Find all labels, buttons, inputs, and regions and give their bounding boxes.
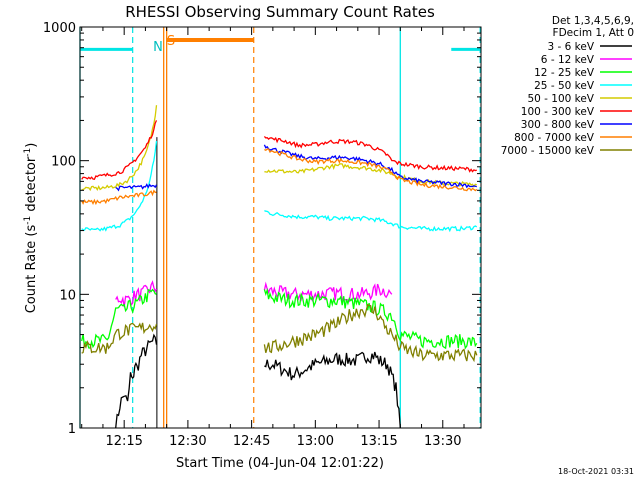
series-7000-15000-kev-segment-1: [263, 303, 478, 363]
series-100-300-kev-segment-1: [263, 135, 478, 173]
legend-label-3-6-kev: 3 - 6 keV: [547, 41, 594, 53]
legend-label-800-7000-kev: 800 - 7000 keV: [514, 132, 595, 144]
legend-label-25-50-kev: 25 - 50 keV: [534, 80, 595, 92]
series-800-7000-kev: [81, 148, 478, 206]
series-12-25-kev-segment-0: [81, 288, 157, 349]
series-12-25-kev: [81, 287, 478, 350]
series-7000-15000-kev-segment-0: [81, 322, 158, 354]
legend-label-6-12-kev: 6 - 12 keV: [541, 54, 595, 66]
series-100-300-kev: [81, 120, 478, 181]
x-tick-label-12:30: 12:30: [169, 434, 206, 449]
axis-ticks: 12:15 12:30 12:45 13:00 13:15 13:30 1 10 100 1000: [43, 21, 481, 449]
chart-title: RHESSI Observing Summary Count Rates: [125, 3, 435, 21]
series-800-7000-kev-segment-0: [81, 189, 157, 206]
series-300-800-kev: [115, 144, 477, 192]
legend: Det 1,3,4,5,6,9, FDecim 1, Att 0 3 - 6 k…: [501, 15, 634, 157]
series-3-6-kev-segment-1: [264, 351, 401, 429]
x-tick-label-13:00: 13:00: [297, 434, 334, 449]
y-tick-label-1: 1: [68, 422, 76, 437]
series-50-100-kev-segment-0: [81, 105, 158, 192]
footer-date: 18-Oct-2021 03:31: [558, 467, 634, 476]
series-3-6-kev-segment-0: [115, 333, 158, 429]
north-label: N: [153, 40, 163, 55]
y-tick-label-1000: 1000: [43, 21, 76, 36]
y-tick-label-100: 100: [51, 155, 76, 170]
south-label: S: [167, 34, 175, 49]
x-tick-label-13:15: 13:15: [360, 434, 397, 449]
legend-header-line-2: FDecim 1, Att 0: [553, 27, 634, 39]
legend-label-12-25-kev: 12 - 25 keV: [534, 67, 595, 79]
series-12-25-kev-segment-1: [263, 287, 478, 350]
plot-frame: [79, 26, 482, 429]
plot-border: [79, 26, 482, 429]
series-100-300-kev-segment-0: [81, 120, 158, 181]
series-25-50-kev-segment-0: [81, 141, 158, 232]
series-3-6-kev: [115, 333, 401, 429]
x-tick-label-13:30: 13:30: [424, 434, 461, 449]
series-50-100-kev: [81, 105, 477, 192]
series-7000-15000-kev: [81, 303, 478, 363]
series-25-50-kev: [81, 141, 478, 233]
legend-label-7000-15000-kev: 7000 - 15000 keV: [501, 145, 595, 157]
series-50-100-kev-segment-1: [264, 163, 477, 188]
x-tick-label-12:45: 12:45: [233, 434, 270, 449]
legend-label-300-800-kev: 300 - 800 keV: [521, 119, 595, 131]
series-300-800-kev-segment-0: [115, 183, 158, 192]
series-800-7000-kev-segment-1: [264, 148, 478, 192]
x-axis-label: Start Time (04-Jun-04 12:01:22): [176, 456, 384, 471]
series-300-800-kev-segment-1: [263, 144, 477, 189]
x-tick-label-12:15: 12:15: [105, 434, 142, 449]
legend-label-100-300-kev: 100 - 300 keV: [521, 106, 595, 118]
series-lines: [81, 105, 478, 429]
y-axis-label: Count Rate (s-1 detector-1): [23, 143, 39, 314]
series-6-12-kev-segment-1: [263, 281, 393, 303]
series-25-50-kev-segment-1: [264, 210, 478, 233]
y-tick-label-10: 10: [59, 288, 76, 303]
legend-header-line-1: Det 1,3,4,5,6,9,: [552, 15, 634, 27]
legend-label-50-100-kev: 50 - 100 keV: [527, 93, 594, 105]
coverage-bars: [80, 37, 481, 51]
